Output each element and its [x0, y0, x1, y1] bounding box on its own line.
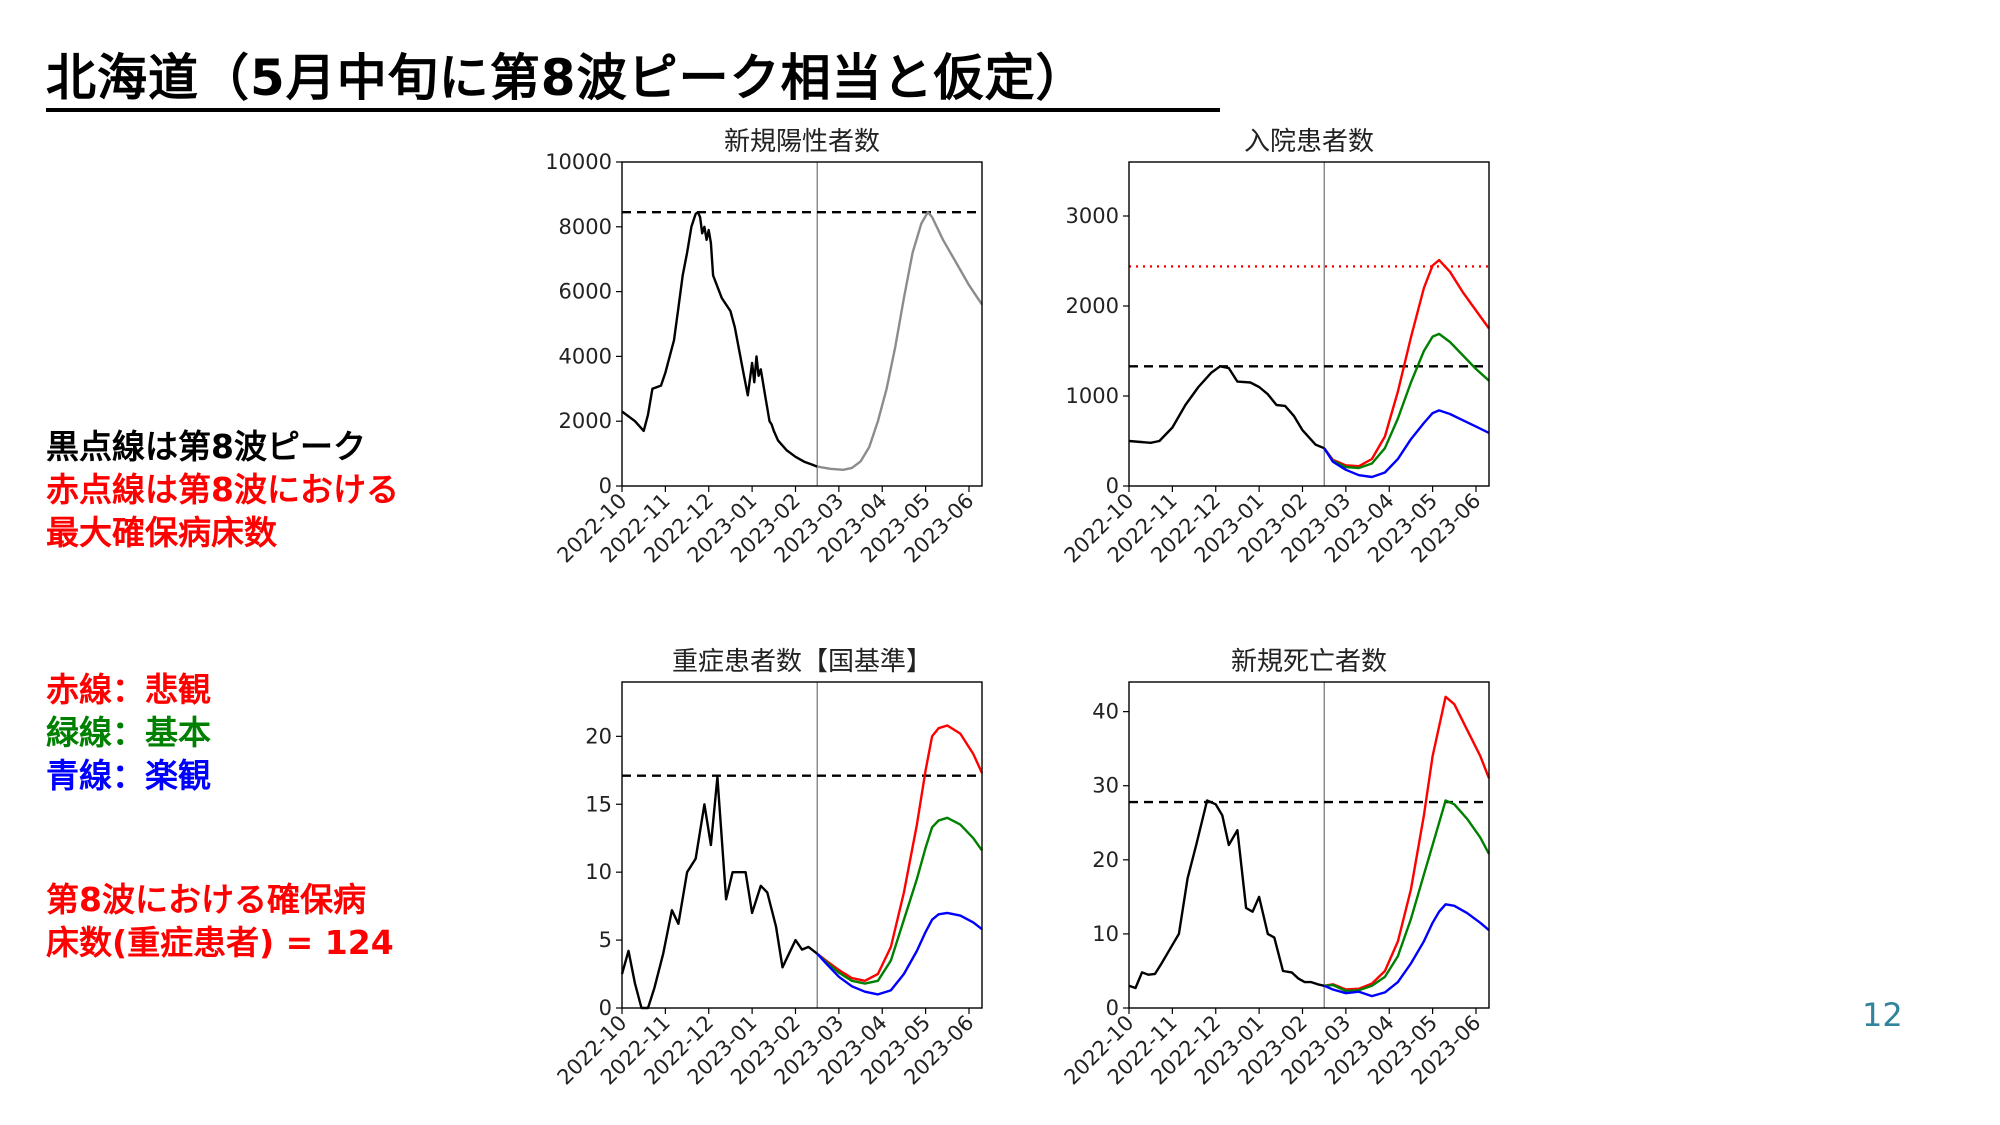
series-optimistic — [816, 911, 983, 996]
y-tick-label: 0 — [599, 474, 612, 498]
series-observed — [1128, 799, 1325, 990]
chart-new-cases-svg: 新規陽性者数02000400060008000100002022-102022-… — [545, 127, 983, 568]
y-tick-label: 1000 — [1066, 384, 1119, 408]
y-tick-label: 20 — [585, 724, 612, 748]
plot-frame — [621, 681, 983, 1009]
plot-frame — [621, 161, 983, 487]
y-tick-label: 10 — [1092, 922, 1119, 946]
series-optimistic — [1323, 903, 1490, 998]
legend-baseline: 緑線：基本 — [46, 713, 211, 752]
chart-title: 重症患者数【国基準】 — [672, 647, 932, 677]
y-tick-label: 0 — [1106, 996, 1119, 1020]
y-tick-label: 4000 — [559, 344, 612, 368]
y-tick-label: 10 — [585, 860, 612, 884]
red-dotted-note-cont: 最大確保病床数 — [46, 513, 277, 552]
title-underline — [46, 108, 1220, 112]
series-pessimistic — [1323, 258, 1490, 468]
chart-deaths-svg: 新規死亡者数0102030402022-102022-112022-122023… — [1060, 647, 1491, 1090]
series-baseline — [1324, 799, 1491, 993]
legend-pessimistic: 赤線：悲観 — [46, 670, 211, 709]
series-baseline — [816, 816, 983, 985]
y-tick-label: 3000 — [1066, 204, 1119, 228]
y-tick-label: 6000 — [559, 280, 612, 304]
y-tick-label: 0 — [599, 996, 612, 1020]
y-tick-label: 8000 — [559, 215, 612, 239]
chart-inpatients-svg: 入院患者数01000200030002022-102022-112022-122… — [1060, 127, 1490, 568]
y-tick-label: 0 — [1106, 474, 1119, 498]
page-number: 12 — [1862, 996, 1903, 1034]
chart-inpatients: 入院患者数 0 1000 2000 3000 2022-10 2022-11 2022-12 2… — [1027, 112, 1517, 612]
series-pessimistic — [816, 724, 984, 982]
y-tick-label: 40 — [1092, 700, 1119, 724]
chart-severe: 重症患者数【国基準】 0 5 10 15 20 2022-10 2022-11 2022-12 2… — [520, 634, 1010, 1124]
y-tick-label: 5 — [599, 928, 612, 952]
series-pessimistic — [1323, 695, 1491, 991]
y-tick-label: 2000 — [559, 409, 612, 433]
bed-capacity-note: 第8波における確保病 床数(重症患者) = 124 — [46, 878, 394, 964]
slide-title: 北海道（5月中旬に第8波ピーク相当と仮定） — [46, 49, 1087, 107]
plot-frame — [1128, 161, 1490, 487]
series-baseline — [1323, 332, 1490, 470]
red-dotted-note: 赤点線は第8波における — [46, 470, 399, 509]
chart-new-cases: 新規陽性者数 0 2000 4000 6000 8000 10000 2022-10 2022-… — [520, 112, 1010, 612]
plot-frame — [1128, 681, 1490, 1009]
series-optimistic — [1323, 409, 1490, 479]
series-projection — [816, 210, 983, 471]
y-tick-label: 10000 — [545, 150, 612, 174]
y-tick-label: 20 — [1092, 848, 1119, 872]
chart-title: 入院患者数 — [1244, 127, 1374, 157]
series-observed — [1128, 365, 1325, 450]
y-tick-label: 15 — [585, 792, 612, 816]
y-tick-label: 2000 — [1066, 294, 1119, 318]
bed-capacity-line1: 第8波における確保病 — [46, 880, 366, 919]
black-dashed-note: 黒点線は第8波ピーク — [46, 427, 366, 466]
chart-severe-svg: 重症患者数【国基準】051015202022-102022-112022-122… — [553, 647, 984, 1090]
series-observed — [620, 775, 818, 1010]
series-observed — [621, 210, 818, 468]
legend-optimistic: 青線：楽観 — [46, 756, 211, 795]
y-tick-label: 30 — [1092, 774, 1119, 798]
chart-title: 新規死亡者数 — [1231, 647, 1387, 677]
chart-title: 新規陽性者数 — [724, 127, 880, 157]
chart-deaths: 新規死亡者数 0 10 20 30 40 2022-10 2022-11 2022-12 2023… — [1027, 634, 1517, 1124]
peak-notes: 黒点線は第8波ピーク 赤点線は第8波における 最大確保病床数 — [46, 425, 399, 554]
scenario-legend: 赤線：悲観 緑線：基本 青線：楽観 — [46, 668, 211, 797]
bed-capacity-line2: 床数(重症患者) = 124 — [46, 923, 394, 962]
